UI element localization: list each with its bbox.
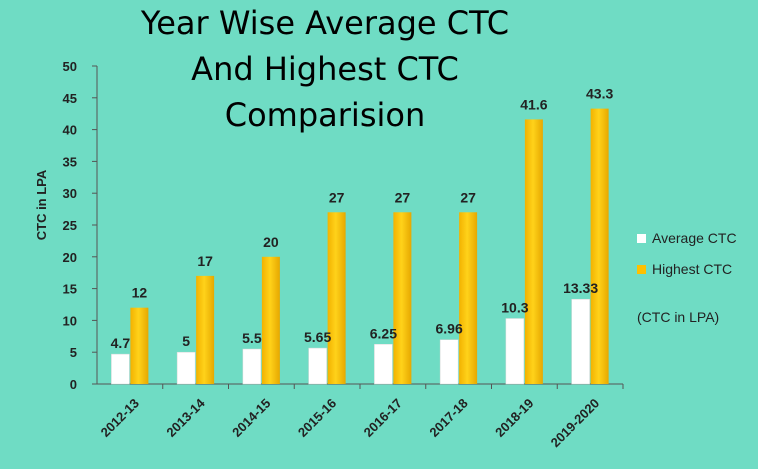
data-label-average-ctc: 5 bbox=[182, 333, 190, 349]
chart-title: Year Wise Average CTC And Highest CTC Co… bbox=[120, 0, 530, 138]
bar-highest-ctc bbox=[130, 307, 149, 384]
data-label-highest-ctc: 43.3 bbox=[586, 86, 613, 102]
bar-average-ctc bbox=[308, 347, 327, 385]
data-label-average-ctc: 10.3 bbox=[501, 299, 528, 315]
bar-average-ctc bbox=[176, 351, 196, 385]
bar-highest-ctc bbox=[393, 212, 412, 384]
bar-highest-ctc bbox=[196, 275, 215, 384]
x-tick-label: 2013-14 bbox=[163, 395, 208, 440]
y-tick-label: 10 bbox=[63, 313, 77, 328]
bar-average-ctc bbox=[242, 348, 262, 385]
legend-swatch-highest-ctc bbox=[637, 265, 646, 274]
chart-title-line-3: Comparision bbox=[224, 96, 426, 134]
data-label-highest-ctc: 27 bbox=[460, 189, 476, 205]
data-label-highest-ctc: 27 bbox=[329, 189, 345, 205]
data-label-average-ctc: 6.25 bbox=[370, 325, 397, 341]
bar-average-ctc bbox=[111, 353, 130, 385]
data-label-highest-ctc: 17 bbox=[197, 253, 213, 269]
x-tick-label: 2017-18 bbox=[426, 396, 470, 440]
data-label-highest-ctc: 41.6 bbox=[520, 96, 547, 112]
bar-average-ctc bbox=[505, 318, 525, 385]
legend-swatch-average-ctc bbox=[637, 234, 646, 243]
legend-label-average-ctc: Average CTC bbox=[652, 230, 737, 246]
y-tick-label: 30 bbox=[63, 186, 77, 201]
bar-average-ctc bbox=[571, 298, 590, 385]
bar-highest-ctc bbox=[327, 212, 346, 384]
bar-highest-ctc bbox=[261, 256, 280, 384]
bar-highest-ctc bbox=[524, 119, 543, 384]
y-tick-label: 50 bbox=[63, 59, 77, 74]
chart-title-line-2: And Highest CTC bbox=[191, 50, 459, 88]
y-tick-label: 25 bbox=[63, 218, 77, 233]
y-axis-label: CTC in LPA bbox=[34, 169, 49, 240]
x-tick-label: 2014-15 bbox=[229, 396, 273, 440]
x-tick-label: 2016-17 bbox=[361, 396, 405, 440]
bar-highest-ctc bbox=[459, 212, 478, 384]
y-tick-label: 40 bbox=[63, 123, 77, 138]
bar-average-ctc bbox=[439, 339, 459, 385]
y-tick-label: 0 bbox=[70, 377, 77, 392]
chart-note: (CTC in LPA) bbox=[637, 309, 719, 325]
data-label-highest-ctc: 20 bbox=[263, 234, 279, 250]
data-label-average-ctc: 5.5 bbox=[242, 330, 262, 346]
x-tick-label: 2018-19 bbox=[492, 396, 536, 440]
y-tick-label: 15 bbox=[63, 282, 77, 297]
data-label-average-ctc: 6.96 bbox=[436, 321, 463, 337]
data-label-average-ctc: 4.7 bbox=[111, 335, 131, 351]
y-tick-label: 35 bbox=[63, 154, 77, 169]
y-tick-label: 45 bbox=[63, 91, 77, 106]
legend-label-highest-ctc: Highest CTC bbox=[652, 261, 732, 277]
y-tick-label: 20 bbox=[63, 250, 77, 265]
data-label-average-ctc: 13.33 bbox=[563, 280, 598, 296]
data-label-highest-ctc: 12 bbox=[132, 285, 148, 301]
y-tick-label: 5 bbox=[70, 345, 77, 360]
x-tick-label: 2019-2020 bbox=[548, 396, 603, 451]
chart-title-line-1: Year Wise Average CTC bbox=[140, 4, 510, 42]
bar-average-ctc bbox=[374, 344, 393, 385]
data-label-highest-ctc: 27 bbox=[395, 189, 411, 205]
x-tick-label: 2015-16 bbox=[295, 396, 339, 440]
bar-highest-ctc bbox=[590, 108, 609, 384]
data-label-average-ctc: 5.65 bbox=[304, 329, 331, 345]
x-tick-label: 2012-13 bbox=[98, 396, 142, 440]
